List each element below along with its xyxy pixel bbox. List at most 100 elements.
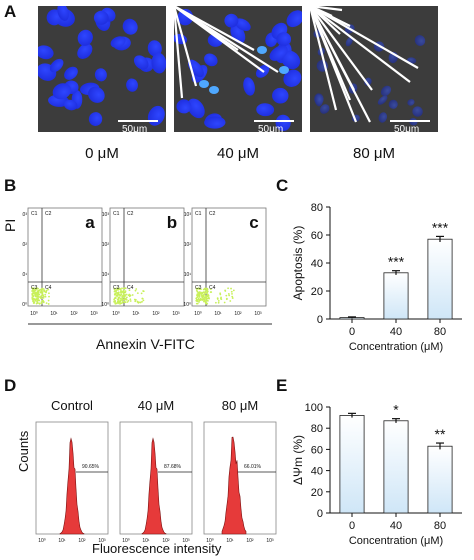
event-dot [126,301,129,303]
event-dot [113,289,116,291]
event-dot [196,290,199,293]
panel-a-letter: A [4,2,17,21]
event-dot [117,297,120,300]
event-dot [201,299,204,302]
x-tick-label: 10³ [172,311,180,317]
nucleus [187,98,205,119]
event-dot [47,299,50,302]
event-dot [117,300,120,303]
histogram-title: 80 μM [222,398,258,413]
event-dot [48,292,50,295]
nucleus [64,66,78,80]
y-tick-label: 40 [311,258,323,270]
event-dot [121,298,124,301]
event-dot [199,299,202,301]
event-dot [37,287,39,290]
x-tick-label: 10³ [266,538,274,542]
x-tick-label: 10³ [98,538,106,542]
event-dot [121,299,124,302]
apoptosis-bar-chart: 0 20 40 60 80 0 40 *** 80 *** Concentration (μM) Ap… [291,202,462,353]
micrograph-40um: 50μm [174,6,302,132]
event-dot [42,296,45,299]
x-tick-label: 0 [349,520,355,532]
event-dot [131,294,134,296]
nucleus [319,104,330,114]
x-tick-label: 0 [349,326,355,338]
x-tick-label: 10⁰ [112,311,120,317]
nucleus [269,45,288,61]
event-dot [197,292,200,295]
arrow-indicator [310,6,419,69]
nucleus [380,85,392,97]
event-dot [123,287,126,290]
nucleus [234,18,251,31]
quadrant-label: C1 [195,211,202,217]
nucleus [388,99,398,109]
significance-marker: * [393,402,399,418]
event-dot [129,300,132,302]
scale-bar-label: 50μm [122,124,148,132]
subplot-label: b [167,213,177,232]
event-dot [206,291,209,294]
event-dot [40,297,43,300]
event-dot [231,292,233,295]
event-dot [203,288,206,290]
nucleus [283,69,302,87]
bar-0 [339,415,365,514]
y-tick-label: 10¹ [22,272,27,278]
histogram-title: 40 μM [138,398,174,413]
panel-c-letter: C [276,176,289,195]
event-dot [200,292,203,295]
nucleus [52,83,72,100]
event-dot [47,288,50,291]
bar-40 [383,272,409,320]
event-dot [123,300,126,303]
event-dot [138,301,140,304]
quadrant-label: C1 [31,211,38,217]
event-dot [139,301,142,304]
y-tick-label: 0 [317,314,323,326]
nucleus [414,35,426,46]
event-dot [223,301,226,304]
significance-marker: *** [432,219,449,235]
nucleus [204,116,226,129]
event-dot [44,293,47,296]
histogram-title: Control [51,398,93,413]
nucleus [345,37,353,47]
scale-bar [390,120,430,122]
y-tick-label: 10² [22,242,27,248]
subplot-label: a [85,213,95,232]
event-dot [45,302,48,304]
nucleus [77,43,93,59]
y-tick-label: 10² [102,242,110,248]
event-dot [140,292,143,295]
event-dot [220,297,222,300]
bright-nucleus [199,80,209,88]
nucleus [176,99,192,114]
event-dot [134,300,137,303]
arrow-indicator [310,6,343,12]
quadrant-label: C4 [127,285,134,291]
nucleus [122,18,138,35]
event-dot [196,294,199,296]
y-tick-label: 60 [311,230,323,242]
flow-plot-frame [27,207,103,307]
event-dot [141,300,143,303]
significance-marker: ** [435,426,446,442]
nuclei-field-80um [310,6,426,126]
event-dot [195,289,198,292]
event-dot [127,299,130,302]
y-tick-label: 10³ [102,212,110,218]
arrow-indicator [310,6,338,111]
event-dot [35,298,38,300]
event-dot [209,291,212,294]
bright-nucleus [279,66,289,74]
arrow-indicator [174,6,198,87]
nucleus [57,6,69,21]
event-dot [203,300,206,303]
event-dot [219,293,222,296]
event-dot [31,293,34,296]
event-dot [119,297,122,300]
quadrant-label: C1 [113,211,120,217]
event-dot [37,299,39,301]
